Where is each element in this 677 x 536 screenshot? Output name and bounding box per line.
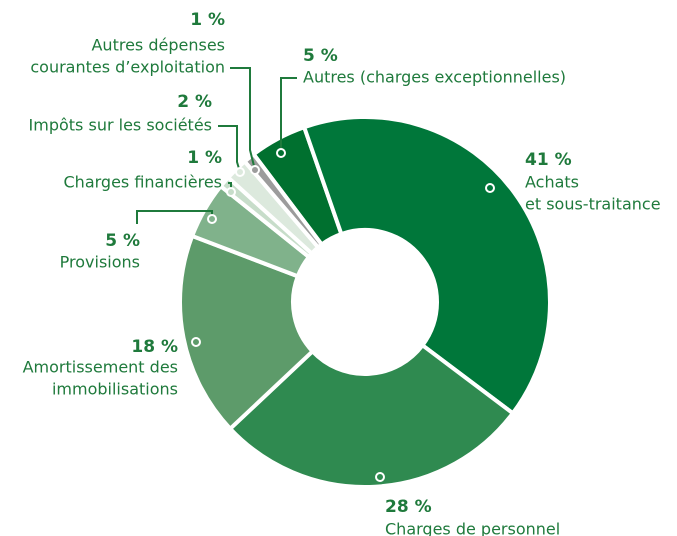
category-label: courantes d’exploitation [30, 58, 225, 77]
value-label: 18 % [131, 337, 178, 357]
label-dot [375, 472, 385, 482]
category-label: Autres dépenses [91, 36, 225, 55]
donut-segment [227, 342, 516, 489]
label-dot [207, 214, 217, 224]
leader-line [218, 125, 241, 173]
donut-segment [178, 233, 316, 432]
category-label: Provisions [60, 253, 140, 272]
value-label: 1 % [187, 148, 222, 168]
category-label: Charges financières [64, 173, 223, 192]
value-label: 5 % [303, 46, 338, 66]
value-label: 2 % [177, 92, 212, 112]
value-label: 41 % [525, 150, 572, 170]
category-label: Impôts sur les sociétés [29, 116, 212, 135]
label-dot [485, 183, 495, 193]
label-dot [235, 167, 245, 177]
label-dot [191, 337, 201, 347]
category-label: Charges de personnel [385, 520, 560, 536]
label-dot [250, 165, 260, 175]
label-dot [226, 187, 236, 197]
donut-segment [241, 151, 325, 251]
category-label: et sous-traitance [525, 195, 661, 214]
value-label: 28 % [385, 497, 432, 517]
category-label: Autres (charges exceptionnelles) [303, 68, 566, 87]
leader-line [230, 67, 256, 171]
value-label: 1 % [190, 10, 225, 30]
value-label: 5 % [105, 231, 140, 251]
category-label: Amortissement des [23, 358, 178, 377]
category-label: immobilisations [52, 380, 178, 399]
category-label: Achats [525, 173, 579, 192]
label-dot [276, 148, 286, 158]
leader-line [280, 77, 297, 153]
